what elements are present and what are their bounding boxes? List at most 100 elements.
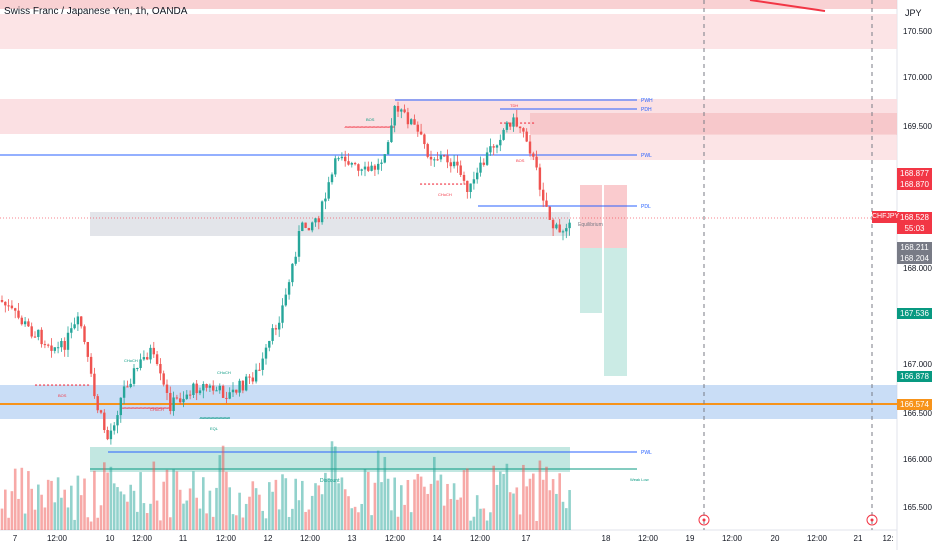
- volume-bar: [343, 489, 347, 530]
- candle-body: [152, 347, 155, 355]
- volume-bar: [479, 508, 482, 530]
- volume-bar: [469, 520, 472, 530]
- candle-body: [83, 326, 86, 342]
- volume-bar: [145, 513, 149, 530]
- candle-body: [208, 385, 212, 388]
- pwl-lower-label: PWL: [641, 450, 652, 456]
- time-marker-icon[interactable]: [698, 514, 710, 526]
- candle-body: [485, 152, 489, 165]
- volume-bar: [17, 498, 20, 530]
- candle-body: [502, 129, 505, 140]
- volume-bar: [50, 480, 53, 530]
- volume-bar: [363, 469, 367, 530]
- candle-body: [347, 161, 350, 165]
- candle-body: [231, 389, 235, 393]
- volume-bar: [495, 484, 499, 530]
- candle-body: [40, 329, 43, 345]
- candlesticks[interactable]: [0, 101, 571, 445]
- volume-bar: [489, 512, 492, 530]
- candle-body: [403, 109, 406, 113]
- candle-body: [113, 425, 116, 431]
- supply-zone-top: [0, 0, 897, 9]
- volume-bar: [320, 494, 324, 530]
- volume-bar: [63, 489, 66, 530]
- candle-body: [413, 119, 416, 125]
- candle-body: [96, 396, 99, 411]
- volume-bar: [485, 520, 489, 530]
- volume-bar: [211, 516, 215, 530]
- volume-bar: [136, 511, 139, 530]
- candle-body: [281, 305, 284, 323]
- short-target-zone-1[interactable]: [580, 248, 602, 313]
- candle-body: [66, 332, 70, 350]
- candle-body: [248, 376, 251, 378]
- candle-body: [23, 321, 27, 325]
- candle-body: [334, 158, 337, 175]
- volume-bar: [452, 483, 456, 530]
- volume-bar: [439, 474, 443, 530]
- volume-bar: [43, 507, 47, 530]
- volume-bar: [126, 501, 129, 530]
- candle-body: [109, 430, 113, 440]
- volume-bar: [297, 500, 301, 530]
- volume-bar: [330, 441, 334, 530]
- candle-body: [278, 322, 281, 330]
- volume-bar: [202, 477, 205, 530]
- supply-zone-upper: [0, 14, 897, 49]
- discount-label: Discount: [320, 478, 340, 484]
- candle-body: [146, 357, 149, 360]
- price-tag: 168.877: [897, 168, 932, 179]
- volume-bar: [535, 520, 538, 530]
- volume-bar: [327, 478, 330, 530]
- candle-body: [532, 153, 535, 157]
- volume-bar: [360, 503, 363, 530]
- candle-body: [116, 415, 119, 426]
- short-stop-zone-2[interactable]: [604, 185, 627, 248]
- candle-body: [73, 324, 76, 329]
- volume-bar: [561, 501, 565, 530]
- candle-body: [509, 122, 512, 127]
- volume-bar: [413, 479, 416, 530]
- short-stop-zone-1[interactable]: [580, 185, 602, 248]
- short-target-zone-2[interactable]: [604, 248, 627, 376]
- volume-bar: [423, 486, 426, 530]
- candle-body: [212, 385, 215, 391]
- time-marker-icon[interactable]: [866, 514, 878, 526]
- price-axis[interactable]: [897, 0, 932, 550]
- candle-body: [238, 380, 241, 393]
- volume-bar: [132, 490, 136, 530]
- volume-bar: [281, 474, 284, 530]
- candle-body: [99, 410, 103, 413]
- volume-bar: [310, 495, 314, 530]
- volume-bar: [459, 497, 462, 530]
- volume-bar: [284, 478, 288, 530]
- volume-bar: [357, 512, 360, 530]
- candle-body: [60, 340, 63, 348]
- candle-body: [446, 155, 449, 163]
- choch-label: CHoCH: [150, 407, 164, 412]
- trend-line[interactable]: [749, 0, 826, 12]
- candle-body: [360, 169, 363, 171]
- candle-body: [251, 377, 254, 382]
- candle-body: [406, 112, 410, 125]
- volume-bar: [109, 466, 113, 530]
- candle-body: [433, 159, 436, 161]
- candle-body: [291, 263, 294, 283]
- volume-bar: [436, 480, 439, 530]
- candle-body: [192, 383, 195, 396]
- candle-body: [136, 367, 139, 369]
- candle-body: [188, 394, 192, 396]
- candle-body: [205, 384, 208, 388]
- volume-bar: [129, 484, 132, 530]
- volume-bar: [532, 473, 535, 530]
- x-tick: 18: [601, 534, 611, 543]
- volume-bar: [370, 515, 373, 530]
- candle-body: [568, 222, 571, 229]
- candle-body: [400, 109, 403, 112]
- volume-bar: [172, 468, 175, 530]
- candle-body: [30, 326, 33, 337]
- volume-bar: [195, 497, 198, 530]
- price-tag: 168.870: [897, 179, 932, 190]
- candle-body: [162, 373, 165, 385]
